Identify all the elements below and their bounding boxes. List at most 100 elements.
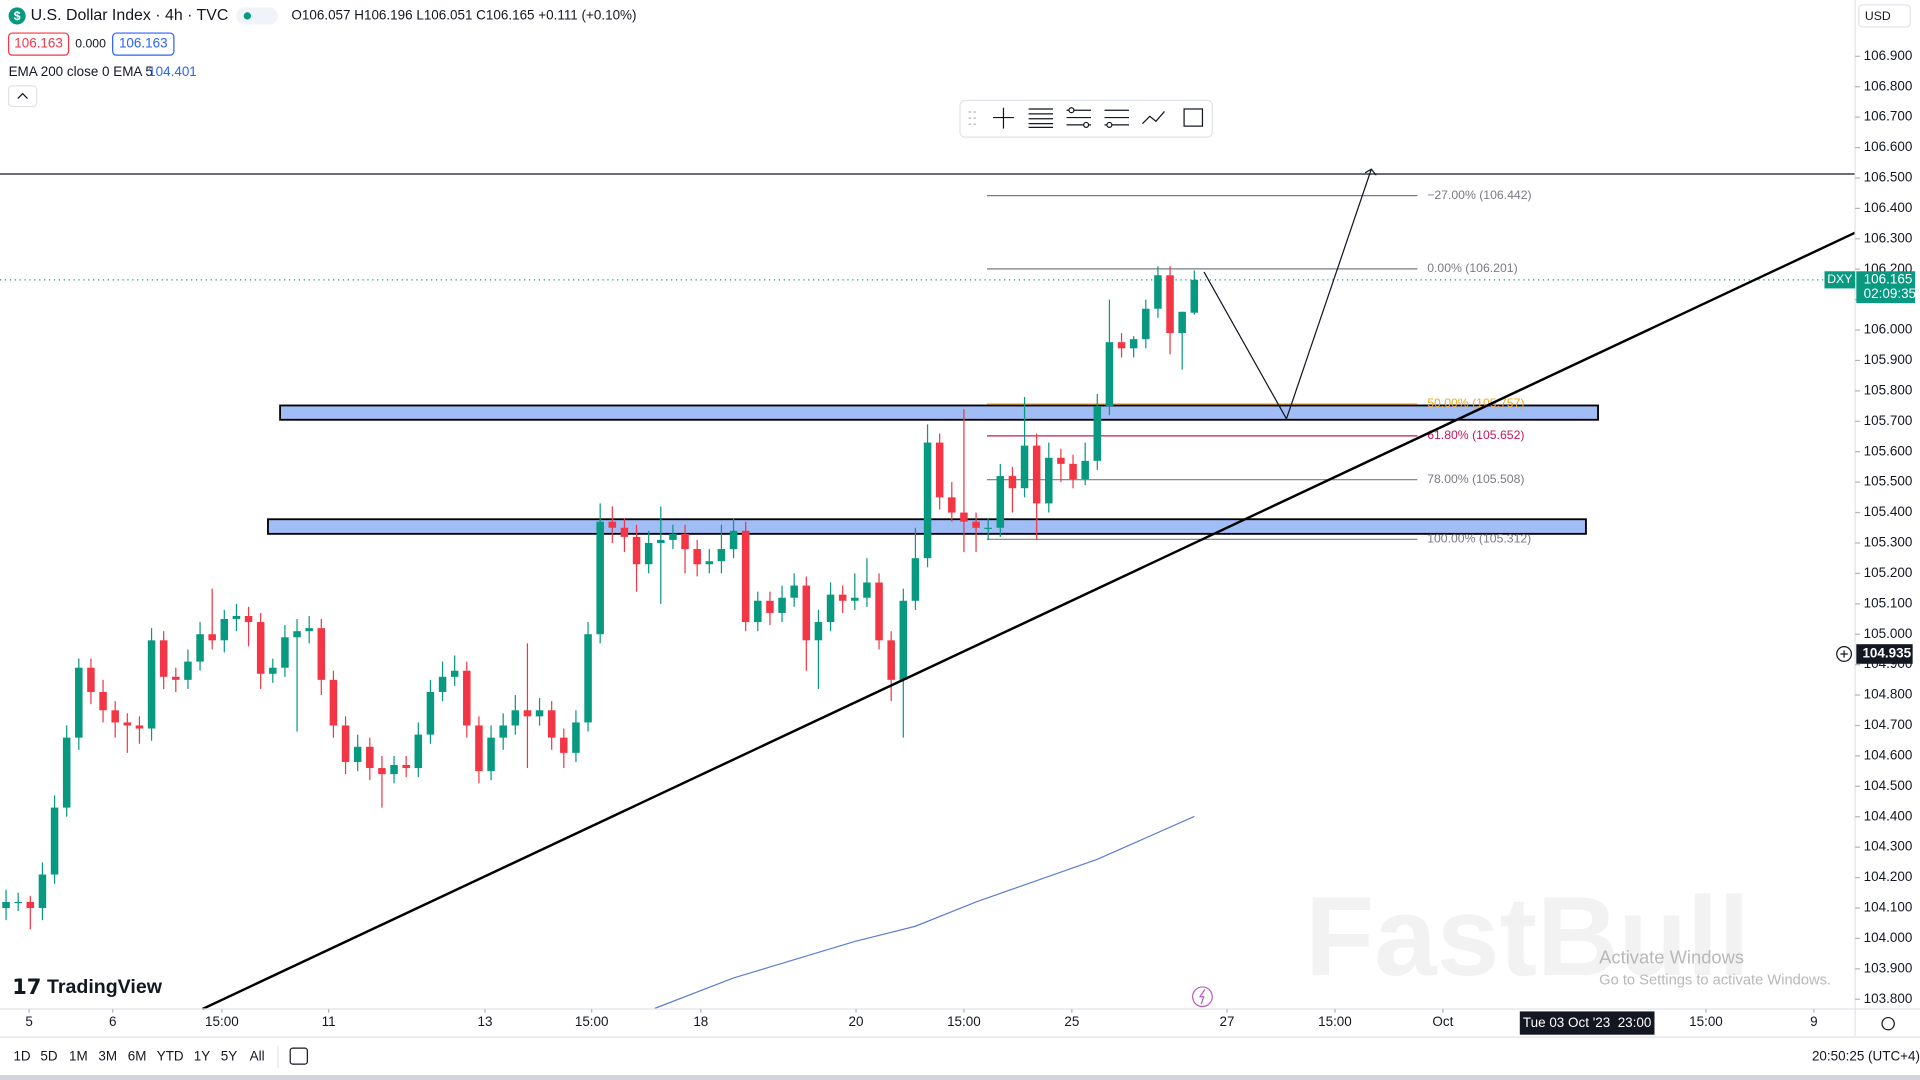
fib-label: −27.00% (106.442): [1427, 188, 1531, 202]
tool-rect[interactable]: [1183, 108, 1204, 127]
last-price-label: 106.165: [1864, 271, 1913, 286]
x-tick-label: 15:00: [205, 1014, 239, 1029]
candle-body: [596, 521, 604, 635]
candle-body: [1154, 275, 1162, 309]
tool-channel-dot: [1106, 121, 1113, 128]
ema-line: [654, 815, 1195, 1009]
y-tick-label: 104.500: [1864, 778, 1913, 793]
candle-body: [620, 527, 629, 537]
y-tick-label: 105.400: [1864, 504, 1913, 519]
buy-box[interactable]: [112, 32, 175, 56]
indicator-title[interactable]: EMA 200 close 0 EMA 5: [9, 64, 153, 79]
timeframe-button[interactable]: All: [250, 1048, 265, 1063]
timeframe-button[interactable]: 1D: [13, 1048, 30, 1063]
y-tick-label: 106.900: [1864, 48, 1913, 63]
candle-body: [414, 734, 423, 769]
symbol-title[interactable]: U.S. Dollar Index · 4h · TVC: [31, 7, 229, 24]
candle-body: [1020, 445, 1029, 489]
tool-path[interactable]: [1142, 111, 1165, 125]
fib-label: 78.00% (105.508): [1427, 472, 1524, 486]
candle-body: [851, 597, 859, 601]
timeframe-button[interactable]: 5D: [40, 1048, 57, 1063]
fib-label: 100.00% (105.312): [1427, 532, 1531, 546]
y-tick-label: 104.400: [1864, 808, 1913, 823]
x-tick-label: 9: [1810, 1014, 1817, 1029]
candle-body: [293, 631, 301, 638]
collapse-button[interactable]: [7, 85, 38, 108]
trend-line: [201, 231, 1856, 1011]
tool-lines[interactable]: [1028, 108, 1054, 128]
timeframe-button[interactable]: 6M: [128, 1048, 147, 1063]
candle-body: [1105, 342, 1114, 407]
candle-body: [159, 640, 168, 677]
y-tick-label: 106.400: [1864, 200, 1913, 215]
spread: 0.000: [75, 36, 106, 50]
candle-body: [487, 737, 495, 772]
candle-body: [426, 692, 435, 735]
tool-fib-dot: [1068, 107, 1075, 114]
drawing-toolbar: [959, 99, 1213, 138]
candle-body: [1008, 476, 1017, 489]
candle-body: [317, 628, 326, 680]
y-tick-label: 105.900: [1864, 352, 1913, 367]
candle-body: [1045, 457, 1053, 504]
toolbar-frame: [959, 99, 1213, 138]
status-pill: [236, 7, 278, 25]
sell-box[interactable]: [7, 32, 70, 56]
candle-body: [62, 737, 71, 808]
candle-body: [935, 442, 944, 498]
candle-body: [584, 634, 592, 723]
y-tick-label: 104.200: [1864, 869, 1913, 884]
x-tick-label: 27: [1220, 1014, 1235, 1029]
candle-body: [523, 710, 532, 717]
candle-body: [14, 901, 22, 904]
status-dot: [243, 12, 252, 20]
currency: USD: [1865, 9, 1891, 23]
x-tick-label: 15:00: [575, 1014, 609, 1029]
candle-body: [256, 622, 265, 674]
candle-body: [244, 615, 253, 623]
y-tick-label: 104.600: [1864, 747, 1913, 762]
clock[interactable]: 20:50:25 (UTC+4): [1812, 1048, 1920, 1063]
drag-handle[interactable]: [968, 111, 976, 125]
buy-price: 106.163: [119, 36, 168, 51]
candle-body: [172, 676, 180, 680]
plot: −27.00% (106.442) 0.00% (106.201) 50.00% (…: [0, 168, 1856, 1011]
settings-icon[interactable]: [1881, 1016, 1895, 1031]
x-tick-label: 11: [322, 1014, 336, 1029]
candle-body: [657, 539, 665, 543]
x-tick-label: 15:00: [1689, 1014, 1723, 1029]
timeframe-button[interactable]: 5Y: [221, 1048, 237, 1063]
candle-body: [693, 549, 701, 565]
candle-body: [572, 722, 580, 753]
projection-arrowhead: [1364, 168, 1377, 176]
crosshair-price: 104.935: [1862, 646, 1911, 661]
y-tick-label: 105.200: [1864, 565, 1913, 580]
logo-text: TradingView: [47, 976, 163, 998]
candle-body: [535, 710, 544, 717]
crosshair-add-plus: [1840, 650, 1848, 658]
date-range-icon[interactable]: [289, 1047, 308, 1065]
timeframe-button[interactable]: YTD: [157, 1048, 184, 1063]
candle-body: [147, 640, 156, 729]
candle-body: [1142, 308, 1150, 340]
candle-body: [123, 722, 132, 726]
timeframe-button[interactable]: 1M: [69, 1048, 88, 1063]
tool-cross[interactable]: [993, 107, 1014, 129]
candle-body: [899, 600, 908, 680]
fib-label: 0.00% (106.201): [1427, 261, 1517, 275]
currency-button[interactable]: [1858, 4, 1911, 28]
timeframe-button[interactable]: 1Y: [194, 1048, 210, 1063]
candle-body: [438, 676, 447, 693]
candle-body: [984, 527, 992, 529]
candle-body: [196, 634, 204, 662]
event-bolt: [1198, 989, 1206, 1005]
timeframe-button[interactable]: 3M: [98, 1048, 117, 1063]
os-notice-text: Go to Settings to activate Windows.: [1599, 973, 1831, 989]
crosshair-time: Tue 03 Oct '23 23:00: [1523, 1015, 1651, 1030]
y-tick-label: 104.100: [1864, 900, 1913, 915]
y-tick-label: 106.700: [1864, 109, 1913, 124]
candle-body: [463, 670, 471, 726]
